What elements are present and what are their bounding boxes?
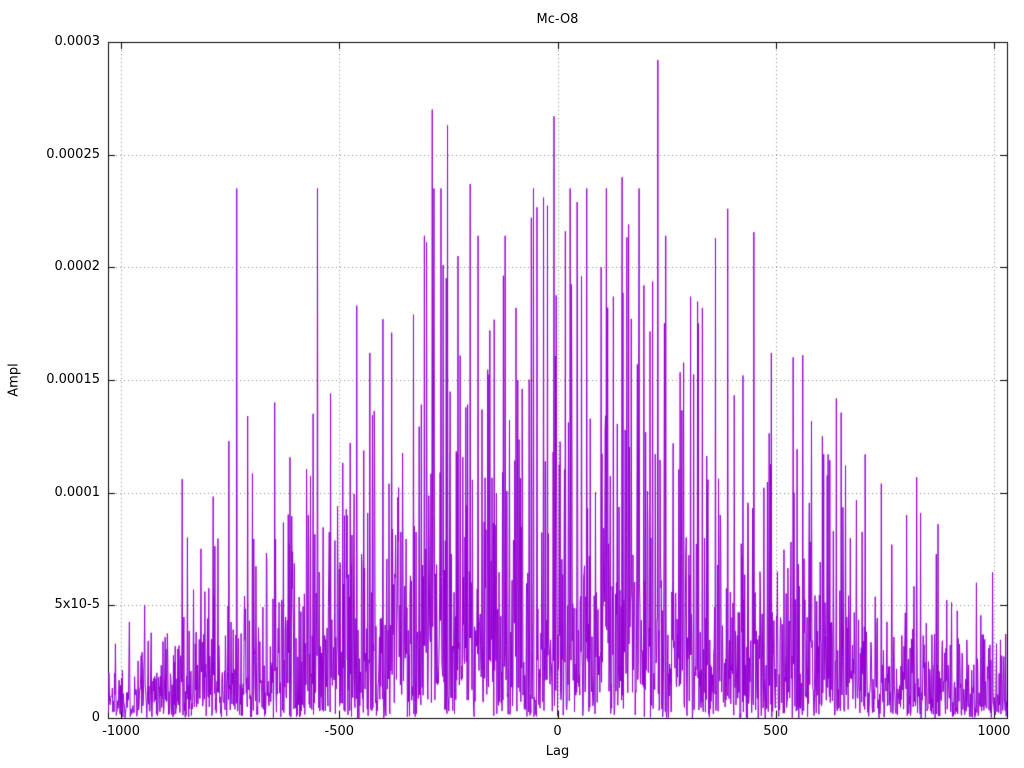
x-tick-label: 1000 — [977, 724, 1011, 739]
x-tick-label: -1000 — [102, 724, 140, 739]
chart-title: Mc-O8 — [536, 12, 579, 27]
x-axis-label: Lag — [545, 744, 570, 759]
x-tick-label: 500 — [763, 724, 789, 739]
y-tick-label: 0.00015 — [46, 372, 100, 387]
y-tick-label: 0.0001 — [54, 484, 101, 500]
x-tick-label: -500 — [324, 724, 355, 739]
y-tick-label: 0 — [91, 710, 100, 725]
x-tick-label: 0 — [553, 724, 562, 739]
y-tick-label: 5x10-5 — [54, 597, 100, 613]
y-tick-label: 0.0003 — [54, 34, 101, 49]
y-tick-label: 0.0002 — [54, 259, 101, 275]
y-tick-label: 0.00025 — [46, 146, 100, 162]
